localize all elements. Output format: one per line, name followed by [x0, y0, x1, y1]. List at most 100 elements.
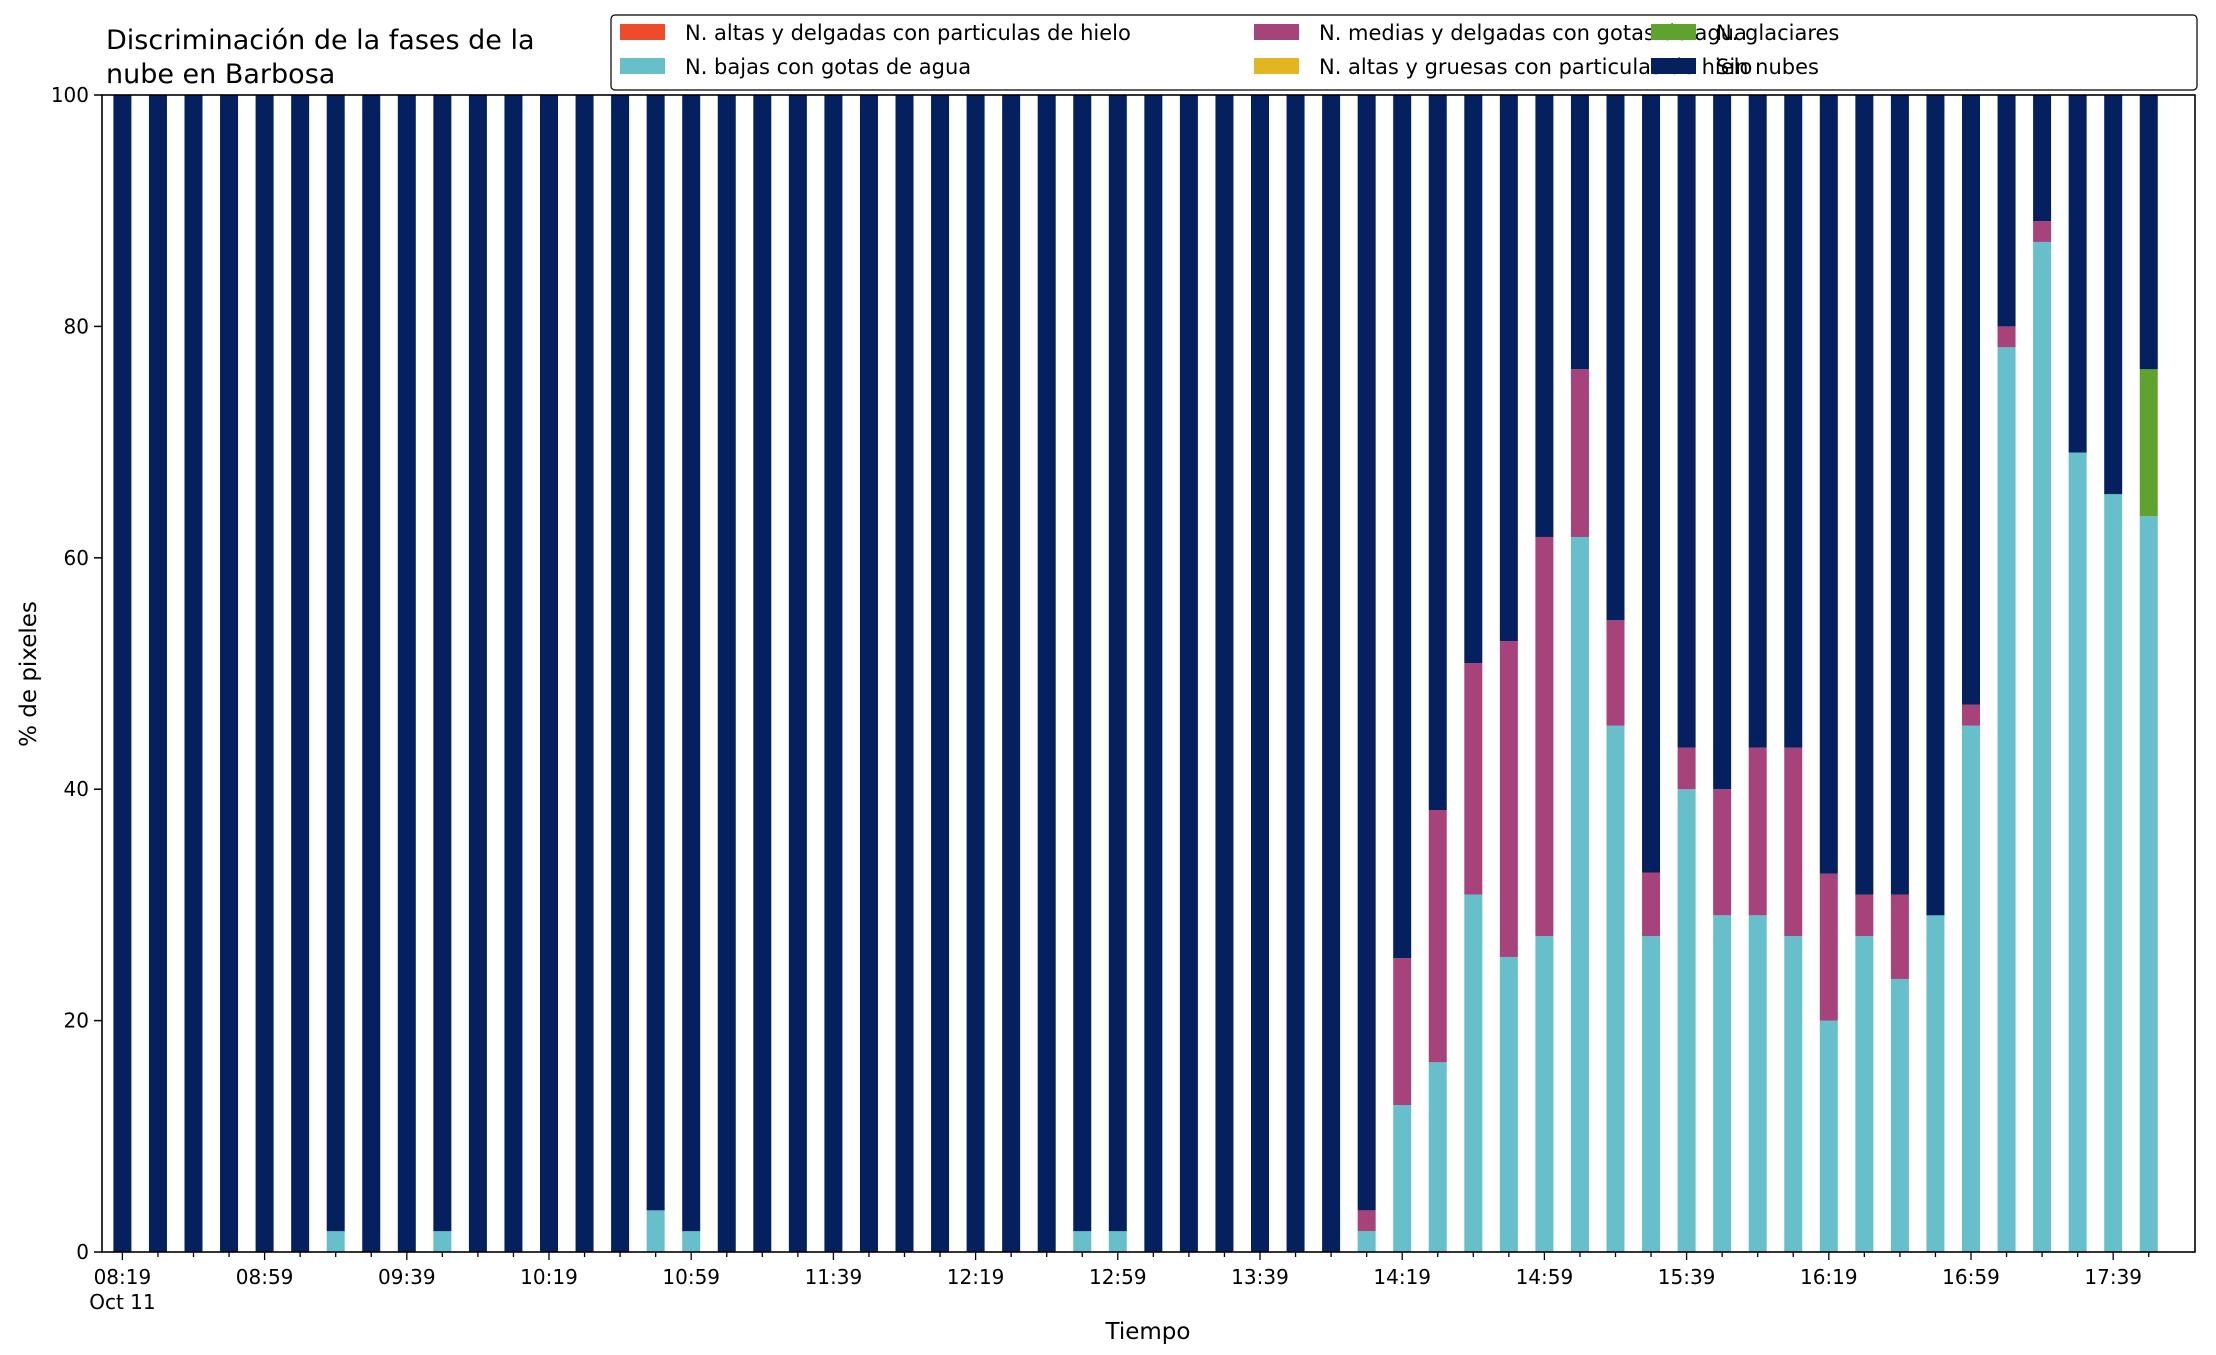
bar-segment	[1393, 95, 1412, 959]
bar-segment	[788, 95, 807, 1252]
bar-segment	[1499, 95, 1518, 642]
x-tick-label: 14:19	[1373, 1265, 1431, 1289]
bar-segment	[1819, 1020, 1838, 1252]
x-tick-label: 12:19	[947, 1265, 1005, 1289]
bar-segment	[1926, 915, 1945, 1252]
bar-segment	[1997, 95, 2016, 327]
bar-segment	[326, 95, 345, 1232]
plot-frame	[101, 94, 2196, 1253]
bar-segment	[1642, 936, 1661, 1252]
bar-segment	[1570, 95, 1589, 370]
legend-swatch	[1254, 58, 1299, 74]
bar-segment	[1748, 747, 1767, 916]
bar-segment	[1677, 789, 1696, 1252]
y-tick-label: 100	[51, 83, 89, 107]
legend-swatch	[1651, 58, 1696, 74]
bar-segment	[1357, 1231, 1376, 1252]
bar-segment	[1286, 95, 1305, 1252]
bar-segment	[504, 95, 523, 1252]
bar-segment	[1713, 915, 1732, 1252]
x-tick-label: 09:39	[378, 1265, 436, 1289]
bar-segment	[2068, 95, 2087, 453]
x-tick-label: 16:19	[1800, 1265, 1858, 1289]
bar-segment	[2139, 95, 2158, 370]
bar-segment	[2068, 452, 2087, 1252]
bar-segment	[1464, 663, 1483, 895]
bar-segment	[1890, 894, 1909, 979]
bar-segment	[148, 95, 167, 1252]
bar-segment	[1428, 1062, 1447, 1252]
bar-segment	[1890, 95, 1909, 895]
bar-segment	[1073, 1231, 1092, 1252]
x-tick-label: 16:59	[1942, 1265, 2000, 1289]
bar-segment	[1962, 704, 1980, 726]
bar-segment	[1393, 958, 1412, 1106]
bar-segment	[1890, 978, 1909, 1252]
bar-segment	[646, 95, 665, 1211]
legend-label: N. altas y delgadas con particulas de hi…	[685, 21, 1131, 45]
legend-label: N. glaciares	[1716, 21, 1839, 45]
bar-segment	[1855, 894, 1874, 937]
bar-segment	[220, 95, 239, 1252]
bar-segment	[1784, 95, 1803, 748]
bar-segment	[291, 95, 310, 1252]
bar-segment	[717, 95, 736, 1252]
bar-segment	[1997, 326, 2016, 348]
bar-segment	[1677, 95, 1696, 748]
x-tick-sublabel: Oct 11	[89, 1290, 155, 1314]
bar-segment	[1215, 95, 1234, 1252]
y-tick-label: 60	[64, 546, 89, 570]
bar-segment	[1535, 95, 1554, 537]
bar-segment	[1855, 936, 1874, 1252]
bar-segment	[753, 95, 772, 1252]
bar-segment	[1713, 789, 1732, 916]
x-tick-label: 08:19	[94, 1265, 152, 1289]
bar-segment	[1535, 536, 1554, 937]
bar-segment	[1251, 95, 1269, 1252]
bar-segment	[1819, 873, 1838, 1021]
bar-segment	[1784, 747, 1803, 937]
legend: N. altas y delgadas con particulas de hi…	[610, 14, 2198, 91]
bar-segment	[1748, 915, 1767, 1252]
bar-segment	[184, 95, 203, 1252]
bar-segment	[1570, 536, 1589, 1252]
bar-segment	[1606, 725, 1625, 1252]
bar-segment	[895, 95, 914, 1252]
bar-segment	[1002, 95, 1021, 1252]
bar-segment	[1855, 95, 1874, 895]
bars-group	[113, 95, 2158, 1253]
x-tick-label: 15:39	[1658, 1265, 1716, 1289]
bar-segment	[2139, 369, 2158, 517]
bar-segment	[2139, 516, 2158, 1252]
bar-segment	[575, 95, 594, 1252]
legend-label: Sin nubes	[1716, 55, 1819, 79]
bar-segment	[433, 95, 452, 1232]
x-tick-label: 10:19	[520, 1265, 578, 1289]
bar-segment	[397, 95, 416, 1252]
bar-segment	[433, 1231, 452, 1252]
bar-segment	[1606, 95, 1625, 621]
bar-segment	[1570, 369, 1589, 537]
bar-segment	[1748, 95, 1767, 748]
chart-title-line-2: nube en Barbosa	[106, 59, 335, 90]
bar-segment	[931, 95, 950, 1252]
bar-segment	[1997, 347, 2016, 1253]
bar-segment	[1962, 95, 1980, 705]
bar-segment	[255, 95, 274, 1252]
bar-segment	[2033, 221, 2052, 242]
bar-segment	[540, 95, 558, 1252]
y-tick-label: 20	[64, 1009, 89, 1033]
bar-segment	[646, 1210, 665, 1252]
bar-segment	[1499, 956, 1518, 1252]
bar-segment	[2033, 95, 2052, 222]
bar-segment	[859, 95, 878, 1252]
y-axis-label: % de pixeles	[16, 601, 42, 747]
bar-segment	[824, 95, 843, 1252]
bar-segment	[966, 95, 985, 1252]
x-tick-label: 12:59	[1089, 1265, 1147, 1289]
bar-segment	[362, 95, 381, 1252]
bar-segment	[1606, 620, 1625, 726]
bar-segment	[1179, 95, 1198, 1252]
legend-swatch	[1651, 24, 1696, 40]
